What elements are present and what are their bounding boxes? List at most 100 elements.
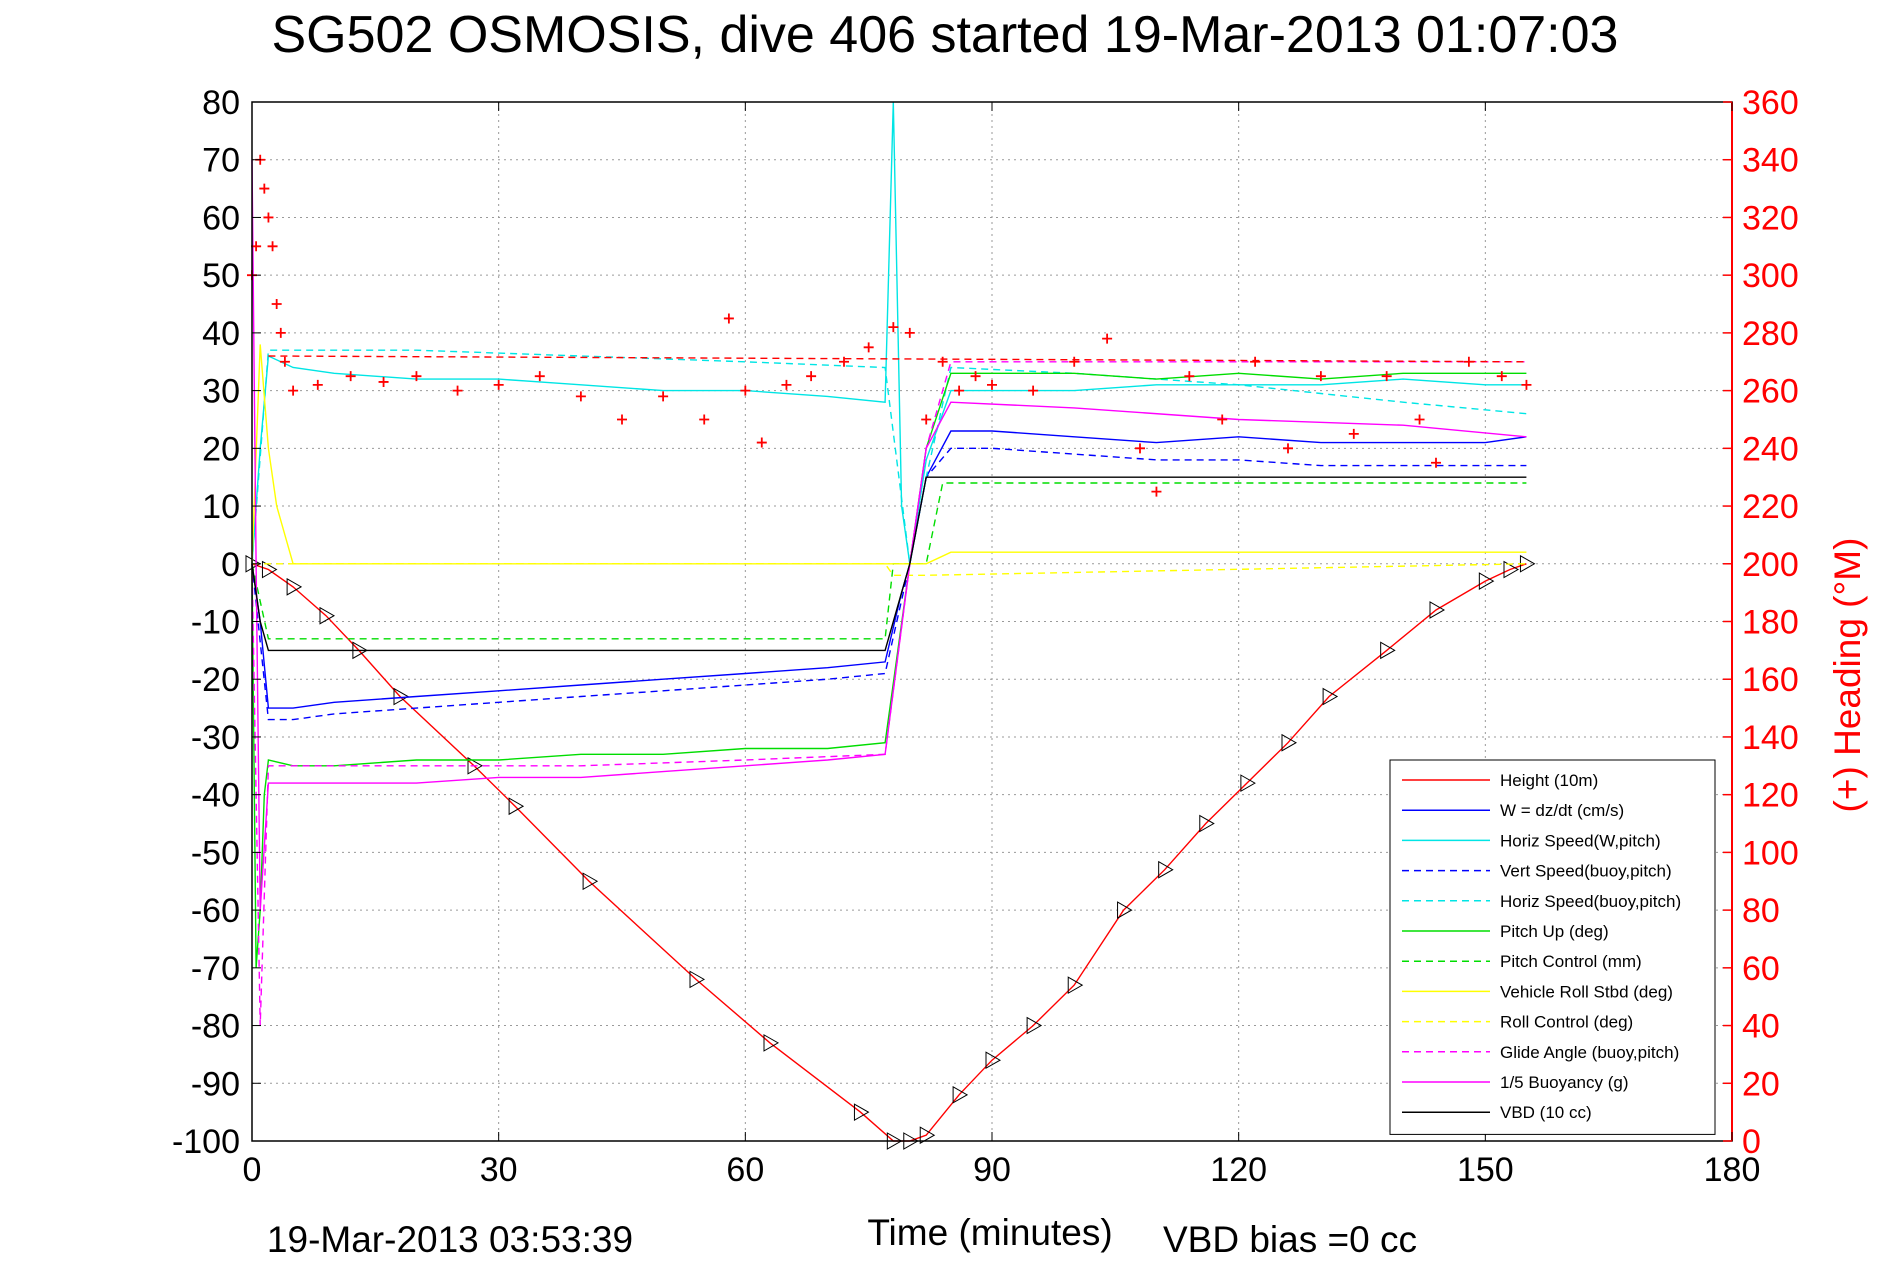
heading-point [1028,385,1039,396]
series-group [245,101,1536,1150]
right-tick-label: 360 [1742,84,1799,122]
height-marker [919,1126,936,1145]
right-tick-label: 160 [1742,661,1799,699]
x-tick-label: 90 [973,1151,1011,1189]
heading-point [575,391,586,402]
right-tick-label: 60 [1742,950,1780,988]
height-marker [1322,687,1339,706]
series-10 [251,159,1527,911]
heading-point [1431,457,1441,468]
height-marker [319,606,336,625]
y-tick-label: 50 [202,257,240,295]
right-tick-label: 100 [1742,834,1799,872]
heading-point [658,391,669,402]
heading-point [275,327,286,338]
right-tick-label: 20 [1742,1065,1780,1103]
y-tick-label: -20 [191,661,240,699]
legend-label: Vert Speed(buoy,pitch) [1500,862,1672,881]
footer-timestamp: 19-Mar-2013 03:53:39 [267,1219,633,1260]
height-marker [952,1085,969,1104]
footer-vbd-bias: VBD bias =0 cc [1163,1219,1417,1260]
heading-point [312,379,323,390]
series-12 [247,154,1532,497]
legend-label: Pitch Control (mm) [1500,952,1642,971]
legend-label: Vehicle Roll Stbd (deg) [1500,982,1673,1001]
legend-label: 1/5 Buoyancy (g) [1500,1073,1629,1092]
height-marker [1240,774,1256,792]
heading-point [1496,371,1507,382]
heading-point [288,385,299,396]
heading-point [839,356,849,367]
height-marker [1281,733,1298,752]
heading-point [1348,428,1359,439]
right-tick-label: 80 [1742,892,1780,930]
height-marker [763,1034,780,1052]
heading-point [921,414,932,425]
heading-point [259,183,270,194]
right-tick-label: 260 [1742,373,1799,411]
height-marker [286,578,303,596]
heading-point [267,241,278,252]
x-tick-label: 120 [1210,1151,1267,1189]
height-marker [1158,860,1174,879]
x-tick-label: 60 [726,1151,764,1189]
heading-point [987,379,997,390]
y-tick-label: 10 [202,488,240,526]
heading-point [1217,414,1228,425]
right-tick-label: 0 [1742,1123,1761,1161]
heading-point [740,385,751,396]
heading-point [806,371,817,382]
right-tick-label: 240 [1742,430,1799,468]
heading-point [1151,486,1162,497]
heading-point [1414,414,1425,425]
chart-title: SG502 OSMOSIS, dive 406 started 19-Mar-2… [272,6,1619,64]
heading-point [251,241,262,252]
y-tick-label: 40 [202,315,240,353]
series-line [251,563,1527,1142]
series-line [251,447,1527,721]
series-4 [251,349,1527,564]
series-line [252,563,1527,576]
heading-point [279,356,290,367]
series-1 [251,430,1527,709]
legend-label: Roll Control (deg) [1500,1013,1633,1032]
right-axis-label: (+) Heading (°M) [1827,538,1868,813]
y-tick-label: -90 [191,1065,240,1103]
legend-label: Horiz Speed(W,pitch) [1500,831,1661,850]
legend-box [1389,759,1716,1135]
series-3 [251,447,1527,721]
heading-point [534,371,545,382]
series-13 [268,355,1527,363]
heading-point [1069,356,1080,367]
height-marker [1026,1016,1043,1035]
y-tick-label: -40 [191,777,240,815]
x-tick-label: 180 [1704,1151,1761,1189]
x-tick-label: 30 [480,1151,518,1189]
x-axis-label: Time (minutes) [867,1212,1112,1253]
heading-point [411,371,422,382]
height-marker [1199,814,1215,833]
heading-point [263,212,274,223]
height-marker [689,970,706,989]
heading-point [1521,379,1532,390]
right-tick-label: 140 [1742,719,1799,757]
legend-label: Pitch Up (deg) [1500,922,1609,941]
heading-point [954,385,965,396]
y-tick-label: 0 [221,546,240,584]
heading-point [863,342,874,353]
legend-label: Height (10m) [1500,771,1598,790]
legend-label: W = dz/dt (cm/s) [1500,801,1624,820]
heading-point [781,379,792,390]
y-tick-label: -100 [172,1123,240,1161]
height-marker [1117,901,1133,919]
height-marker [1429,601,1446,619]
heading-point [271,299,282,310]
heading-point [1102,333,1113,344]
heading-point [378,376,389,387]
y-tick-label: 20 [202,430,240,468]
heading-point [1135,443,1145,454]
height-marker [508,797,525,816]
heading-point [1283,443,1293,454]
right-tick-label: 120 [1742,777,1799,815]
y-tick-label: -70 [191,950,240,988]
